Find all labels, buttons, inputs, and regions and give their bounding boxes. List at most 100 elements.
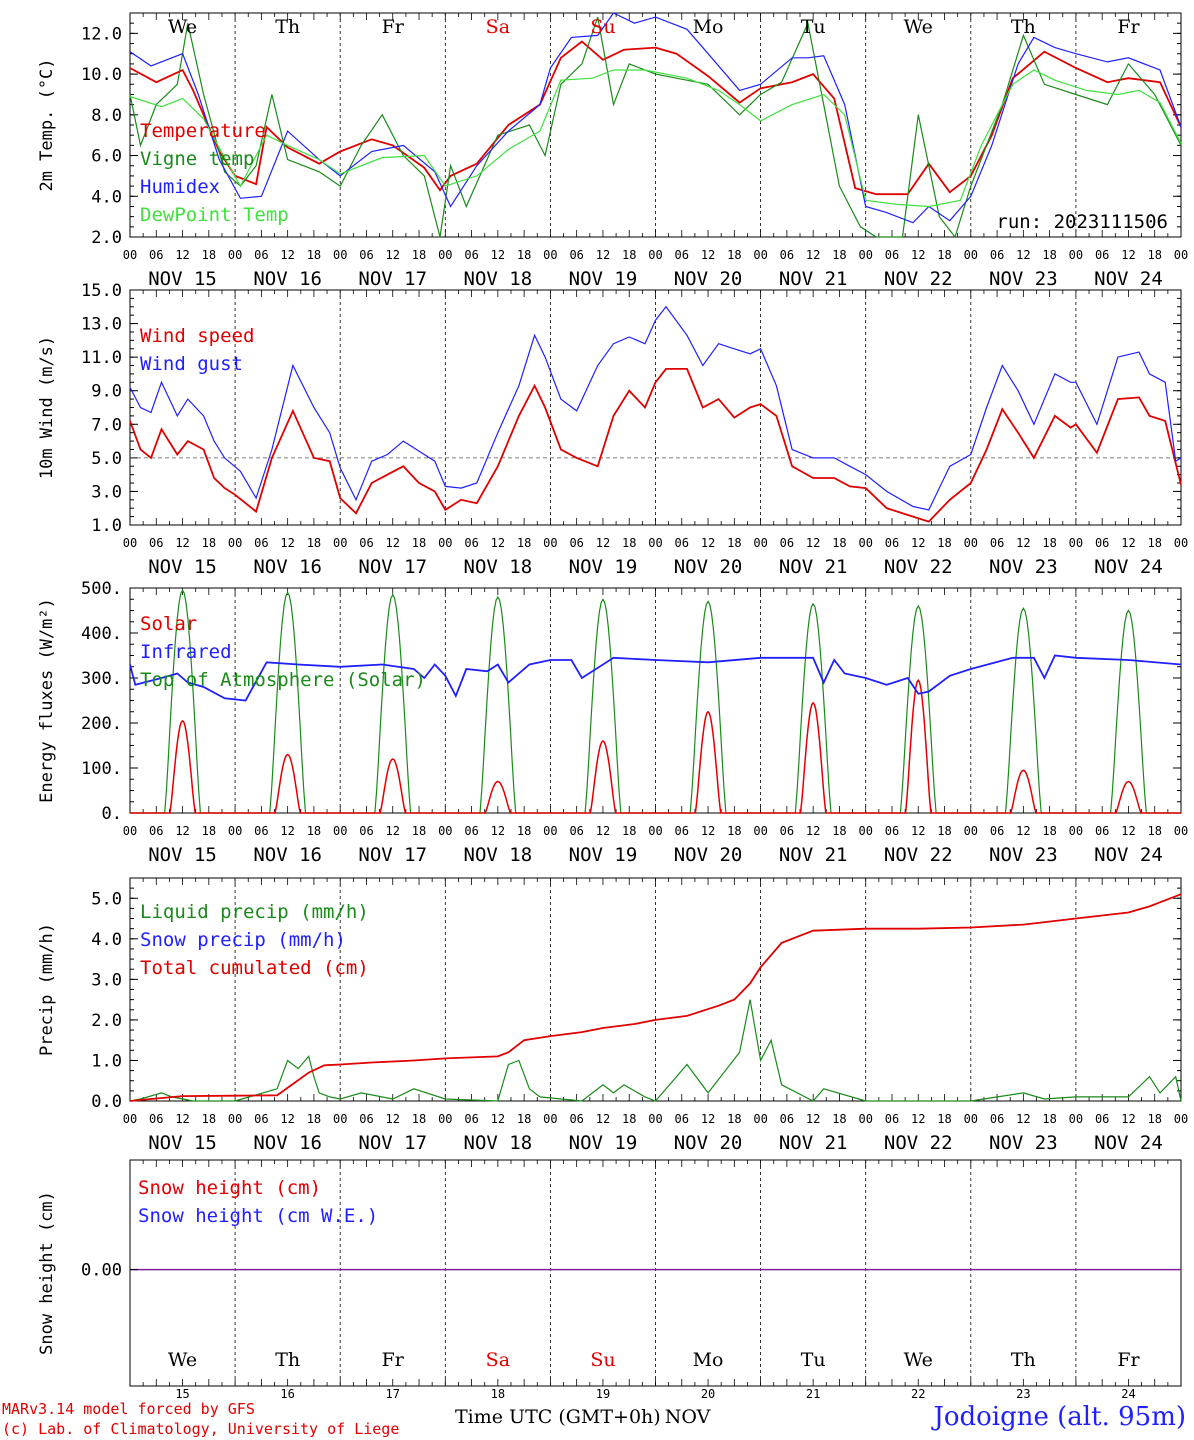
- day-number-label: 23: [1016, 1387, 1030, 1401]
- hour-tick-label: 06: [359, 248, 373, 262]
- hour-tick-label: 06: [569, 536, 583, 550]
- y-axis-label: 2m Temp. (°C): [37, 58, 57, 191]
- y-tick-label: 10.0: [81, 65, 122, 85]
- hour-tick-label: 00: [438, 1112, 452, 1126]
- hour-tick-label: 00: [753, 824, 767, 838]
- hour-tick-label: 00: [1069, 824, 1083, 838]
- date-label: NOV 18: [464, 844, 533, 866]
- hour-tick-label: 12: [806, 1112, 820, 1126]
- legend-entry: Infrared: [140, 641, 232, 663]
- hour-tick-label: 00: [438, 248, 452, 262]
- hour-tick-label: 12: [806, 248, 820, 262]
- hour-tick-label: 00: [753, 248, 767, 262]
- date-label: NOV 16: [253, 1132, 322, 1154]
- date-label: NOV 23: [989, 844, 1058, 866]
- date-label: NOV 16: [253, 268, 322, 290]
- hour-tick-label: 00: [858, 1112, 872, 1126]
- hour-tick-label: 06: [675, 248, 689, 262]
- hour-tick-label: 12: [175, 248, 189, 262]
- date-label: NOV 17: [358, 1132, 427, 1154]
- hour-tick-label: 06: [569, 824, 583, 838]
- hour-tick-label: 00: [543, 248, 557, 262]
- station-name: Jodoigne (alt. 95m): [933, 1402, 1186, 1432]
- date-label: NOV 24: [1094, 1132, 1163, 1154]
- hour-tick-label: 18: [412, 536, 426, 550]
- weekday-label: Th: [1011, 16, 1036, 38]
- date-label: NOV 23: [989, 556, 1058, 578]
- hour-tick-label: 06: [359, 536, 373, 550]
- solar-line: [130, 678, 1181, 814]
- hour-tick-label: 12: [806, 824, 820, 838]
- series-line-humidex: [129, 12, 1182, 224]
- hour-tick-label: 00: [228, 1112, 242, 1126]
- hour-tick-label: 06: [675, 824, 689, 838]
- hour-tick-label: 12: [701, 824, 715, 838]
- infrared-line: [129, 654, 1182, 702]
- hour-tick-label: 18: [517, 248, 531, 262]
- hour-tick-label: 06: [990, 1112, 1004, 1126]
- hour-tick-label: 12: [280, 248, 294, 262]
- weekday-label: We: [904, 16, 933, 38]
- hour-tick-label: 12: [1121, 536, 1135, 550]
- date-label: NOV 22: [884, 556, 953, 578]
- weekday-label: Fr: [1117, 16, 1140, 38]
- day-number-label: 15: [175, 1387, 189, 1401]
- hour-tick-label: 12: [1016, 1112, 1030, 1126]
- hour-tick-label: 00: [228, 248, 242, 262]
- y-tick-label: 12.0: [81, 24, 122, 44]
- hour-tick-label: 00: [333, 824, 347, 838]
- y-tick-label: 9.0: [91, 382, 122, 402]
- hour-tick-label: 18: [307, 1112, 321, 1126]
- lab-credit: (c) Lab. of Climatology, University of L…: [2, 1420, 400, 1438]
- hour-tick-label: 00: [543, 824, 557, 838]
- hour-tick-label: 18: [412, 824, 426, 838]
- hour-tick-label: 12: [386, 536, 400, 550]
- hour-tick-label: 12: [1121, 1112, 1135, 1126]
- hour-tick-label: 06: [254, 1112, 268, 1126]
- weekday-label: Sa: [486, 16, 510, 38]
- y-axis-label: 10m Wind (m/s): [37, 336, 57, 479]
- hour-tick-label: 18: [517, 536, 531, 550]
- hour-tick-label: 12: [911, 1112, 925, 1126]
- hour-tick-label: 00: [333, 248, 347, 262]
- hour-tick-label: 00: [333, 536, 347, 550]
- x-axis-month: NOV: [664, 1406, 711, 1428]
- hour-tick-label: 18: [1147, 248, 1161, 262]
- hour-tick-label: 18: [412, 1112, 426, 1126]
- hour-tick-label: 18: [202, 248, 216, 262]
- hour-tick-label: 00: [1174, 824, 1188, 838]
- date-label: NOV 23: [989, 268, 1058, 290]
- weekday-label: Su: [590, 16, 615, 38]
- hour-tick-label: 06: [464, 1112, 478, 1126]
- series-line-total-cumulated-cm-: [129, 893, 1182, 1102]
- hour-tick-label: 18: [832, 1112, 846, 1126]
- hour-tick-label: 00: [228, 824, 242, 838]
- hour-tick-label: 00: [858, 248, 872, 262]
- hour-tick-label: 18: [202, 1112, 216, 1126]
- date-label: NOV 19: [569, 844, 638, 866]
- hour-tick-label: 00: [543, 536, 557, 550]
- y-tick-label: 100.: [81, 759, 122, 779]
- hour-tick-label: 00: [648, 536, 662, 550]
- hour-tick-label: 18: [1042, 1112, 1056, 1126]
- hour-tick-label: 00: [648, 824, 662, 838]
- hour-tick-label: 00: [123, 248, 137, 262]
- date-label: NOV 16: [253, 844, 322, 866]
- day-number-label: 17: [386, 1387, 400, 1401]
- date-label: NOV 21: [779, 1132, 848, 1154]
- series-line-wind-gust: [129, 305, 1182, 511]
- y-tick-label: 15.0: [81, 281, 122, 301]
- hour-tick-label: 12: [701, 1112, 715, 1126]
- y-tick-label: 3.0: [91, 482, 122, 502]
- hour-tick-label: 06: [675, 536, 689, 550]
- hour-tick-label: 18: [517, 1112, 531, 1126]
- date-label: NOV 17: [358, 268, 427, 290]
- day-number-label: 24: [1121, 1387, 1135, 1401]
- y-tick-label: 5.0: [91, 449, 122, 469]
- y-tick-label: 3.0: [91, 970, 122, 990]
- hour-tick-label: 06: [990, 824, 1004, 838]
- hour-tick-label: 12: [911, 824, 925, 838]
- date-label: NOV 24: [1094, 268, 1163, 290]
- date-label: NOV 15: [148, 268, 217, 290]
- legend-entry: Liquid precip (mm/h): [140, 901, 369, 923]
